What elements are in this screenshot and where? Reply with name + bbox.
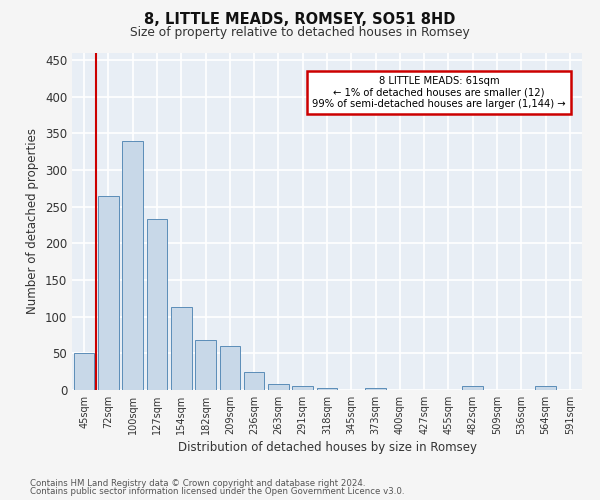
Bar <box>244 372 265 390</box>
Bar <box>463 386 483 390</box>
Text: Contains HM Land Registry data © Crown copyright and database right 2024.: Contains HM Land Registry data © Crown c… <box>30 478 365 488</box>
Bar <box>195 340 216 390</box>
Bar <box>365 388 386 390</box>
Bar <box>220 346 240 390</box>
Bar <box>74 354 94 390</box>
Bar <box>317 388 337 390</box>
Bar <box>146 219 167 390</box>
Text: 8, LITTLE MEADS, ROMSEY, SO51 8HD: 8, LITTLE MEADS, ROMSEY, SO51 8HD <box>145 12 455 28</box>
Text: Size of property relative to detached houses in Romsey: Size of property relative to detached ho… <box>130 26 470 39</box>
X-axis label: Distribution of detached houses by size in Romsey: Distribution of detached houses by size … <box>178 441 476 454</box>
Y-axis label: Number of detached properties: Number of detached properties <box>26 128 40 314</box>
Bar <box>171 307 191 390</box>
Bar <box>122 140 143 390</box>
Text: 8 LITTLE MEADS: 61sqm
← 1% of detached houses are smaller (12)
99% of semi-detac: 8 LITTLE MEADS: 61sqm ← 1% of detached h… <box>313 76 566 110</box>
Bar <box>98 196 119 390</box>
Bar <box>268 384 289 390</box>
Bar <box>292 386 313 390</box>
Text: Contains public sector information licensed under the Open Government Licence v3: Contains public sector information licen… <box>30 487 404 496</box>
Bar <box>535 386 556 390</box>
